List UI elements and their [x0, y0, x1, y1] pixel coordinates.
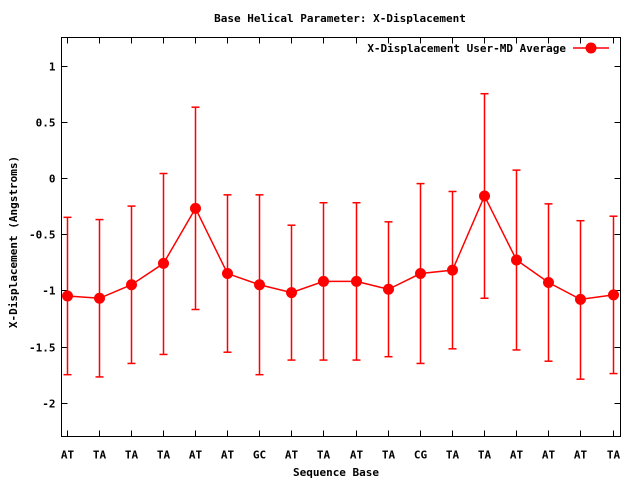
- data-point: [608, 289, 619, 301]
- x-tick-label: AT: [189, 449, 203, 462]
- x-tick-label: TA: [157, 449, 171, 462]
- x-tick-label: CG: [414, 449, 428, 462]
- x-tick-label: GC: [253, 449, 266, 462]
- x-tick-label: TA: [607, 449, 621, 462]
- y-tick-label: 0: [49, 173, 56, 186]
- x-tick-label: TA: [317, 449, 331, 462]
- data-point: [447, 264, 458, 276]
- legend-label: X-Displacement User-MD Average: [367, 42, 566, 55]
- data-point: [415, 268, 426, 280]
- x-tick-label: AT: [510, 449, 524, 462]
- data-point: [158, 257, 169, 269]
- x-tick-labels: AT TA TA TA AT AT GC AT TA AT TA CG TA TA AT AT AT TA: [61, 449, 621, 462]
- data-point: [383, 283, 394, 295]
- plot-frame: [61, 37, 621, 437]
- x-tick-label: TA: [446, 449, 460, 462]
- x-axis-label: Sequence Base: [293, 466, 379, 479]
- x-tick-label: AT: [61, 449, 75, 462]
- data-point: [62, 290, 73, 302]
- x-tick-label: AT: [285, 449, 299, 462]
- x-tick-label: TA: [93, 449, 107, 462]
- x-tick-label: AT: [221, 449, 235, 462]
- y-tick-labels: -2 -1.5 -1 -0.5 0 0.5 1: [29, 61, 56, 411]
- data-point: [318, 275, 329, 287]
- error-bars: [63, 92, 618, 380]
- data-point: [190, 202, 201, 214]
- data-point: [351, 275, 362, 287]
- x-tick-label: TA: [125, 449, 139, 462]
- chart-title: Base Helical Parameter: X-Displacement: [214, 12, 466, 25]
- legend-marker: [585, 42, 597, 54]
- data-point: [511, 254, 522, 266]
- series-line: [67, 194, 614, 301]
- x-tick-label: AT: [542, 449, 556, 462]
- y-tick-label: 0.5: [36, 117, 56, 130]
- data-point: [126, 279, 137, 291]
- y-tick-label: -0.5: [29, 229, 56, 242]
- y-tick-label: -1: [42, 285, 56, 298]
- data-point: [254, 279, 265, 291]
- data-point: [575, 293, 586, 305]
- x-tick-label: AT: [350, 449, 364, 462]
- data-point: [222, 268, 233, 280]
- y-axis-label: X-Displacement (Angstroms): [7, 156, 20, 328]
- data-point: [94, 292, 105, 304]
- y-tick-label: -1.5: [29, 342, 56, 355]
- data-point: [479, 190, 490, 202]
- x-tick-label: AT: [574, 449, 588, 462]
- x-tick-label: TA: [478, 449, 492, 462]
- y-tick-label: -2: [42, 398, 55, 411]
- legend: X-Displacement User-MD Average: [367, 42, 609, 55]
- axis-ticks: [61, 37, 621, 437]
- x-tick-label: TA: [382, 449, 396, 462]
- data-point: [543, 277, 554, 289]
- y-tick-label: 1: [49, 61, 56, 74]
- data-point: [286, 287, 297, 299]
- data-points: [62, 190, 619, 305]
